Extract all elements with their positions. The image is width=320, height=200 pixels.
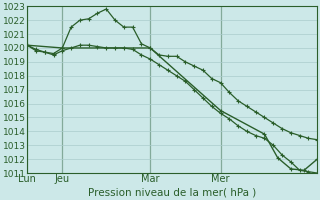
X-axis label: Pression niveau de la mer( hPa ): Pression niveau de la mer( hPa ) (88, 187, 256, 197)
